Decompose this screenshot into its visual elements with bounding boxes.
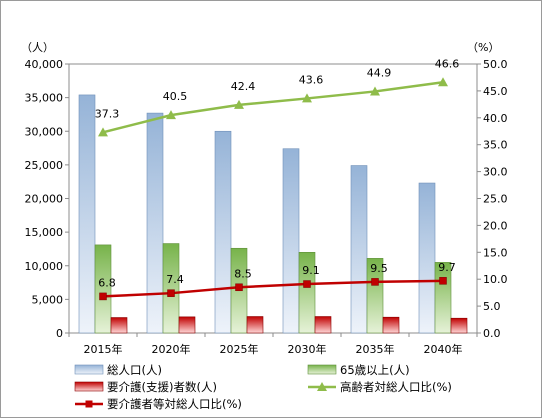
right-tick-label: 30.0 [483,166,508,179]
aged-65-plus-bar [94,244,112,334]
care-needed-bar [246,316,264,334]
bar-series [78,94,468,334]
x-tick-label: 2035年 [356,342,395,356]
legend-label-care-needed: 要介護(支援)者数(人) [107,380,217,394]
total-population-bar [418,182,436,334]
care-ratio-label: 7.4 [166,273,184,286]
left-tick-label: 10,000 [25,260,64,273]
x-tick-label: 2020年 [152,342,191,356]
x-axis-ticks: 2015年 2020年 2025年 2030年 2035年 2040年 [68,333,478,356]
right-axis-ticks: 0.0 5.0 10.0 15.0 20.0 25.0 30.0 35.0 40.0 45.0 50… [477,58,508,340]
care-ratio-label: 9.5 [370,262,388,275]
aged-ratio-label: 44.9 [367,66,392,79]
total-population-bar [146,112,164,334]
plot-border [68,63,478,334]
care-ratio-point [303,280,311,288]
left-axis-ticks: 0 5,000 10,000 15,000 20,000 25,000 30,000 35,0… [25,58,69,340]
aged-ratio-point [234,99,244,109]
left-tick-label: 40,000 [25,58,64,71]
right-tick-label: 25.0 [483,193,508,206]
aged-65-plus-bar [366,258,384,334]
legend-label-aged-65-plus: 65歳以上(人) [340,363,410,377]
care-needed-bar [450,317,468,334]
left-axis-unit: （人） [21,41,54,54]
aged-ratio-label: 43.6 [299,73,324,86]
aged-ratio-point [438,77,448,87]
care-ratio-label: 6.8 [98,276,116,289]
left-tick-label: 15,000 [25,226,64,239]
legend-swatch-care-needed [74,381,104,392]
aged-ratio-label: 46.6 [435,57,460,70]
aged-65-plus-bar [298,252,316,334]
legend-marker-aged-ratio [317,382,327,391]
left-tick-label: 25,000 [25,159,64,172]
legend-label-total-population: 総人口(人) [107,363,162,377]
care-needed-bar [314,316,332,334]
line-series: 37.3 40.5 42.4 43.6 44.9 46.6 6.8 7.4 8.5 9.1 9.5 9… [95,57,460,301]
right-axis-unit: （%） [467,41,499,54]
right-tick-label: 10.0 [483,273,508,286]
legend-swatch-aged-65-plus [307,364,337,375]
x-tick-label: 2025年 [220,342,259,356]
right-tick-label: 5.0 [483,300,501,313]
total-population-bar [350,165,368,334]
care-needed-bar [382,316,400,334]
legend: 総人口(人) 65歳以上(人) 要介護(支援)者数(人) 高齢者対総人口比(%) 要介護… [74,363,452,411]
care-needed-bar [110,317,128,334]
aged-65-plus-bar [162,243,180,334]
aged-ratio-point [98,127,108,137]
aged-ratio-line [102,81,444,134]
care-needed-bar [178,316,196,334]
aged-ratio-label: 42.4 [231,80,256,93]
care-ratio-point [235,283,243,292]
left-tick-label: 20,000 [25,193,64,206]
care-ratio-point [371,278,379,286]
total-population-bar [214,130,232,334]
aged-ratio-label: 37.3 [95,107,120,120]
plot-area [68,63,478,334]
x-tick-label: 2015年 [84,342,123,356]
right-tick-label: 40.0 [483,112,508,125]
aged-ratio-label: 40.5 [163,90,188,103]
right-tick-label: 50.0 [483,58,508,71]
left-tick-label: 5,000 [32,293,64,306]
care-ratio-line [102,279,444,298]
right-tick-label: 0.0 [483,327,501,340]
care-ratio-point [167,289,175,297]
care-ratio-point [99,292,107,301]
aged-ratio-point [302,93,312,103]
legend-label-aged-ratio: 高齢者対総人口比(%) [340,380,452,394]
x-tick-label: 2030年 [288,342,327,356]
right-tick-label: 15.0 [483,246,508,259]
right-tick-label: 45.0 [483,85,508,98]
total-population-bar [282,148,300,334]
legend-label-care-ratio: 要介護者等対総人口比(%) [107,397,242,411]
legend-swatch-total-population [74,364,104,375]
legend-marker-care-ratio [85,400,93,408]
care-ratio-label: 9.1 [302,264,320,277]
total-population-bar [78,94,96,334]
right-tick-label: 35.0 [483,139,508,152]
care-ratio-point [439,277,447,285]
aged-ratio-point [370,86,380,96]
right-tick-label: 20.0 [483,219,508,232]
aged-ratio-point [166,110,176,120]
x-tick-label: 2040年 [424,342,463,356]
left-tick-label: 30,000 [25,125,64,138]
care-ratio-label: 8.5 [234,267,252,280]
left-tick-label: 35,000 [25,92,64,105]
left-tick-label: 0 [56,327,63,340]
care-ratio-label: 9.7 [438,261,456,274]
